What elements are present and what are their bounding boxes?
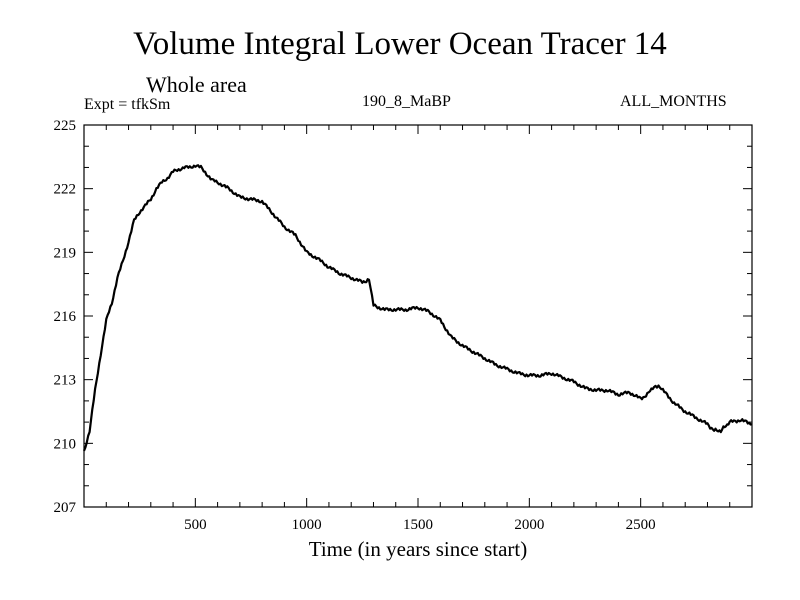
run-label: 190_8_MaBP xyxy=(362,93,451,110)
plot-frame xyxy=(83,124,753,508)
axis-ticks xyxy=(84,124,752,508)
y-tick-label: 219 xyxy=(54,245,77,261)
period-label: ALL_MONTHS xyxy=(620,93,727,110)
y-tick-label: 216 xyxy=(54,309,77,325)
y-tick-label: 207 xyxy=(54,500,77,516)
x-tick-label: 1500 xyxy=(403,517,433,533)
y-tick-label: 225 xyxy=(54,118,77,134)
x-tick-label: 2000 xyxy=(514,517,544,533)
experiment-label: Expt = tfkSm xyxy=(84,96,171,113)
x-tick-label: 2500 xyxy=(626,517,656,533)
y-tick-label: 213 xyxy=(54,373,77,389)
tick-labels: 207 210 213 216 219 222 225 500 1000 1500 2000 2500 xyxy=(54,118,656,533)
x-tick-label: 500 xyxy=(184,517,207,533)
x-tick-label: 1000 xyxy=(292,517,322,533)
chart-subtitle: Whole area xyxy=(146,72,247,97)
y-tick-label: 210 xyxy=(54,436,77,452)
x-axis-label: Time (in years since start) xyxy=(308,537,528,561)
chart-title: Volume Integral Lower Ocean Tracer 14 xyxy=(133,26,667,62)
y-tick-label: 222 xyxy=(54,182,77,198)
series-line xyxy=(82,164,753,452)
